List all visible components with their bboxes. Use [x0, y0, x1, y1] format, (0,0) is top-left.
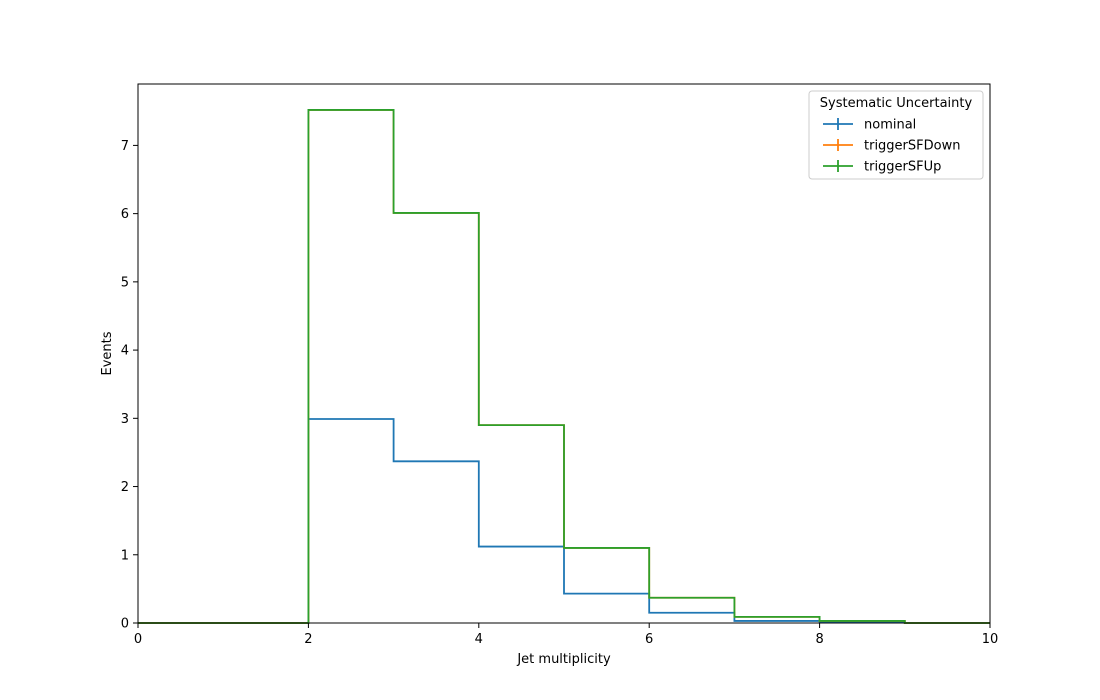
legend-label: triggerSFUp: [864, 160, 941, 175]
legend-title: Systematic Uncertainty: [820, 96, 973, 111]
y-axis-title: Events: [100, 331, 115, 375]
y-tick-label: 5: [121, 275, 129, 290]
y-tick-label: 6: [121, 207, 129, 222]
plot-frame: [137, 83, 991, 624]
legend-label: nominal: [864, 118, 916, 133]
x-axis: 0 2 4 6 8 10: [134, 623, 998, 647]
y-tick-label: 2: [121, 480, 129, 495]
y-axis: 0 1 2 3 4 5 6 7: [121, 139, 138, 632]
series-layer: [138, 109, 990, 624]
x-axis-title: Jet multiplicity: [516, 652, 611, 667]
x-tick-label: 6: [645, 632, 653, 647]
x-tick-label: 0: [134, 632, 142, 647]
y-tick-label: 3: [121, 412, 129, 427]
x-tick-label: 2: [304, 632, 312, 647]
legend-box: [808, 90, 984, 180]
y-tick-label: 4: [121, 344, 129, 359]
legend-items: nominal triggerSFDown triggerSFUp: [823, 118, 960, 175]
x-tick-label: 4: [475, 632, 483, 647]
legend-item-triggerSFDown: triggerSFDown: [823, 139, 960, 154]
y-tick-label: 7: [121, 139, 129, 154]
series-triggerSFUp-step-line: [138, 109, 990, 624]
legend-label: triggerSFDown: [864, 139, 960, 154]
legend: Systematic Uncertainty nominal triggerSFD…: [808, 90, 984, 180]
x-tick-label: 10: [982, 632, 999, 647]
legend-item-triggerSFUp: triggerSFUp: [823, 160, 941, 175]
legend-item-nominal: nominal: [823, 118, 916, 133]
y-tick-label: 1: [121, 548, 129, 563]
x-tick-label: 8: [815, 632, 823, 647]
y-tick-label: 0: [121, 617, 129, 632]
